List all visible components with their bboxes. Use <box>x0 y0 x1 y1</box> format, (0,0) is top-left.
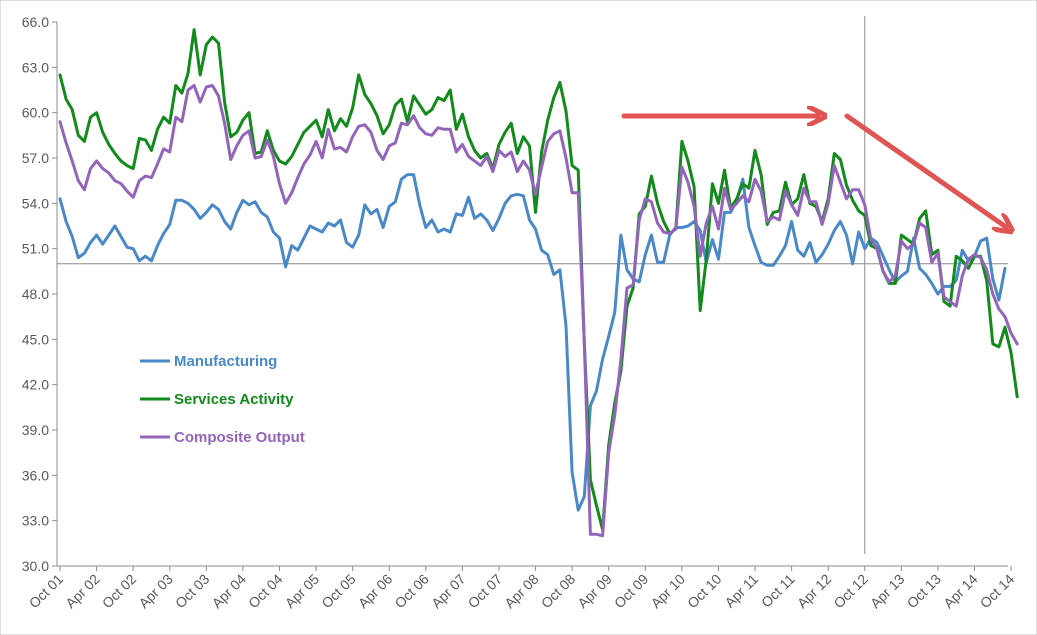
y-tick-label: 57.0 <box>22 150 49 166</box>
series-line-composite-output <box>58 84 1019 538</box>
y-tick-label: 60.0 <box>22 105 49 121</box>
legend-label: Composite Output <box>174 429 305 446</box>
y-tick-label: 33.0 <box>22 513 49 529</box>
series-line-manufacturing <box>58 173 1007 512</box>
reference-lines <box>57 16 1008 554</box>
annotation-arrow-diagonal <box>844 113 1006 227</box>
y-tick-label: 63.0 <box>22 59 49 75</box>
y-axis: 30.0 33.0 36.0 39.0 42.0 45.0 48.0 51.0 54.0 57.0… <box>22 14 58 574</box>
annotations <box>621 113 1006 227</box>
y-tick-label: 36.0 <box>22 467 49 483</box>
y-tick-label: 66.0 <box>22 14 49 30</box>
y-tick-label: 42.0 <box>22 377 49 393</box>
legend-label: Manufacturing <box>174 353 277 370</box>
y-tick-label: 30.0 <box>22 558 49 574</box>
legend: Manufacturing Services Activity Composite … <box>140 353 305 446</box>
series-group <box>58 28 1019 538</box>
y-tick-label: 48.0 <box>22 286 49 302</box>
y-tick-label: 54.0 <box>22 195 49 211</box>
legend-label: Services Activity <box>174 391 294 408</box>
y-tick-label: 45.0 <box>22 331 49 347</box>
y-tick-label: 51.0 <box>22 241 49 257</box>
y-tick-label: 39.0 <box>22 422 49 438</box>
